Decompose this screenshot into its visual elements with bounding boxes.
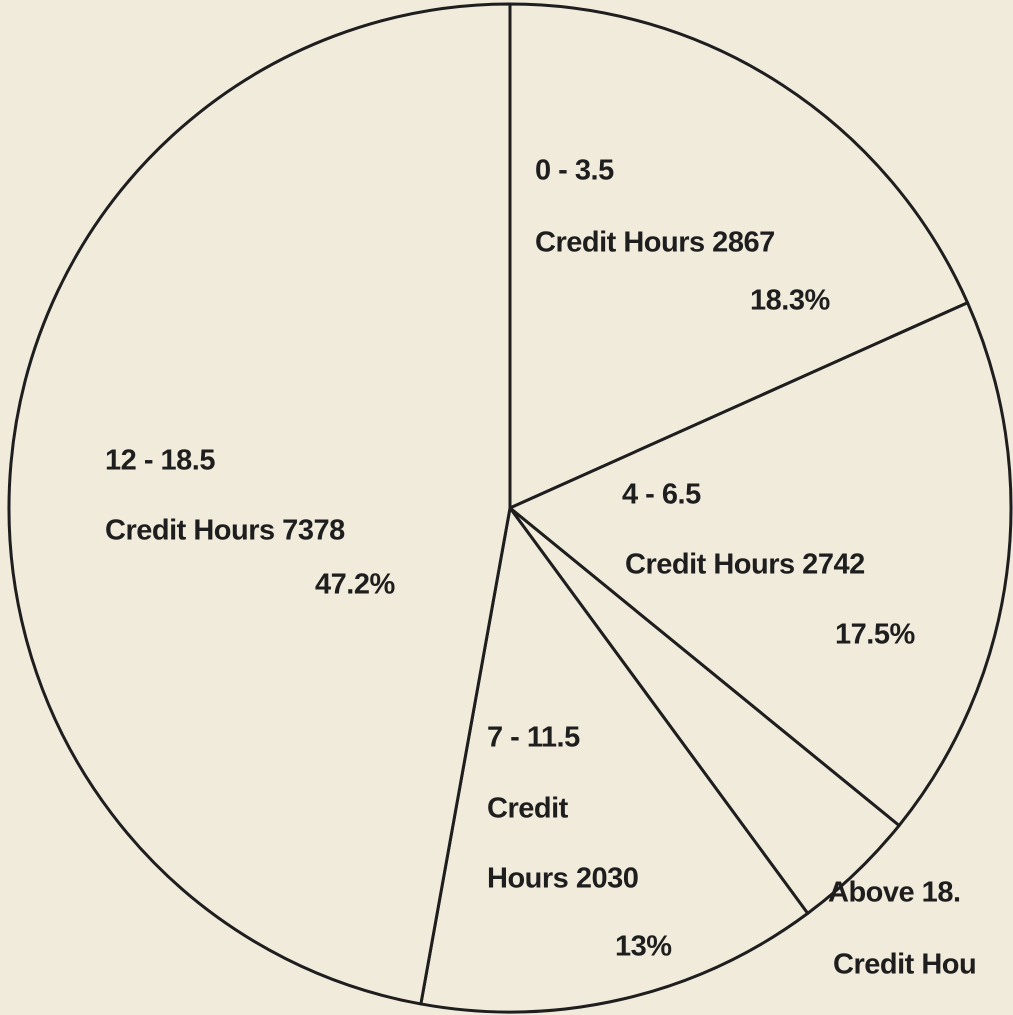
percent-label: 18.3% xyxy=(750,285,830,317)
slice-label: 0 - 3.5 xyxy=(535,155,614,187)
value-label: Credit Hours 2867 xyxy=(535,227,775,259)
percent-label: 17.5% xyxy=(835,619,915,651)
value-label: Credit xyxy=(487,793,569,825)
percent-label: 13% xyxy=(615,931,672,963)
pie-slice xyxy=(508,2,970,510)
slice-label: 7 - 11.5 xyxy=(487,722,580,754)
percent-label: 47.2% xyxy=(315,569,395,601)
pie-slice xyxy=(508,301,1013,828)
value-label: Hours 2030 xyxy=(487,863,638,895)
pie-slice xyxy=(419,506,810,1014)
slice-label: 4 - 6.5 xyxy=(622,479,701,511)
slice-label: Above 18. xyxy=(828,877,961,909)
value-label: Credit Hours 2742 xyxy=(625,549,865,581)
value-label: Credit Hou xyxy=(833,949,976,981)
pie-slice xyxy=(7,2,512,1006)
slice-label: 12 - 18.5 xyxy=(105,445,215,477)
value-label: Credit Hours 7378 xyxy=(105,515,345,547)
